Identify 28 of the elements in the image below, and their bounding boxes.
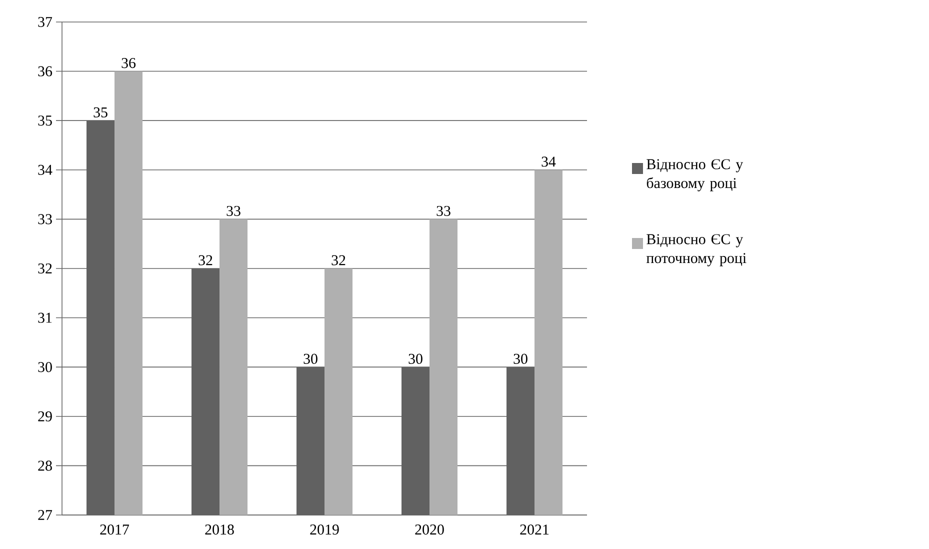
x-tick-label: 2018 — [205, 524, 234, 535]
data-label: 36 — [122, 58, 136, 68]
x-tick-label: 2017 — [100, 524, 130, 535]
data-label: 32 — [198, 255, 212, 266]
y-tick-label: 31 — [38, 312, 52, 323]
legend-label: Відносно ЄС у поточному році — [646, 234, 746, 266]
y-tick-label: 32 — [38, 263, 52, 274]
data-label: 33 — [226, 206, 240, 216]
y-tick-label: 28 — [38, 460, 52, 471]
data-label: 30 — [304, 354, 318, 364]
data-label: 32 — [332, 255, 346, 266]
x-tick-label: 2019 — [310, 524, 339, 535]
y-tick-label: 37 — [38, 16, 52, 27]
data-label: 33 — [436, 206, 450, 216]
y-tick-label: 36 — [38, 66, 52, 76]
data-label: 30 — [408, 354, 422, 364]
y-tick-label: 27 — [38, 510, 52, 520]
data-label: 35 — [94, 107, 108, 118]
y-tick-label: 33 — [38, 214, 52, 224]
y-tick-label: 29 — [38, 411, 52, 422]
y-tick-label: 35 — [38, 116, 52, 126]
y-tick-label: 34 — [38, 164, 52, 175]
data-label: 34 — [542, 156, 556, 167]
x-tick-label: 2020 — [415, 524, 444, 535]
x-tick-label: 2021 — [520, 524, 549, 535]
y-tick-label: 30 — [38, 362, 52, 372]
data-label: 30 — [514, 354, 528, 364]
legend-label: Відносно ЄС у базовому році — [646, 159, 744, 192]
